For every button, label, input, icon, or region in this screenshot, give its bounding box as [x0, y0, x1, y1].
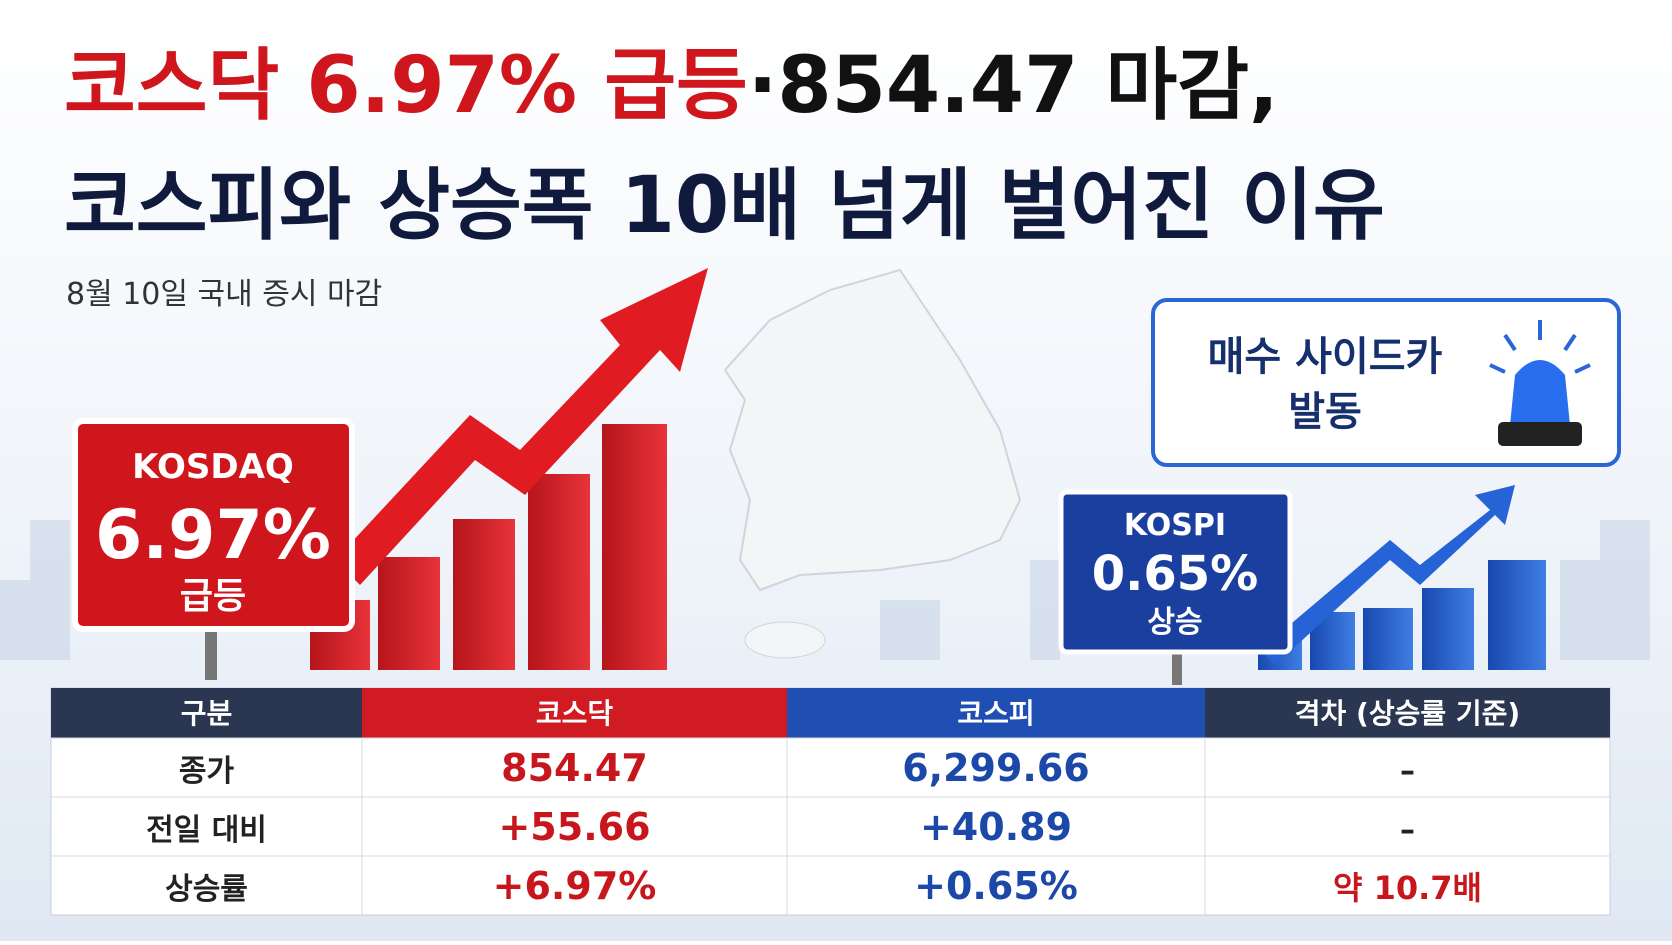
kospi-name: KOSPI [1124, 508, 1226, 543]
header-cell [787, 688, 1205, 738]
island [744, 621, 826, 659]
table-cell: +55.66 [498, 805, 650, 849]
header-text: 코스닥 [536, 697, 614, 730]
red-arrow [335, 268, 708, 585]
title-highlight: 코스닥 6.97% 급등 [64, 41, 748, 131]
table-cell: 종가 [179, 754, 235, 789]
table-cell: 854.47 [501, 746, 648, 790]
kosdaq-sign [72, 418, 355, 632]
header-cell [1205, 688, 1610, 738]
kospi-post [1172, 640, 1182, 685]
kospi-change: 0.65% [1092, 546, 1259, 602]
blue-arrow [1260, 485, 1515, 665]
blue-bars [1258, 560, 1546, 670]
kosdaq-post [205, 625, 217, 680]
kosdaq-label: 급등 [180, 576, 246, 617]
callout-line: 발동 [1288, 389, 1362, 435]
header-text: 코스피 [957, 697, 1034, 730]
red-bars [310, 424, 667, 670]
title-rest: ·854.47 마감, [748, 41, 1279, 131]
kospi-label: 상승 [1147, 605, 1202, 640]
header-text: 격차 (상승률 기준) [1295, 697, 1520, 730]
table-cell: 6,299.66 [902, 746, 1090, 790]
header-cell [51, 688, 362, 738]
kosdaq-change: 6.97% [95, 496, 331, 575]
table-cell: 전일 대비 [146, 813, 267, 848]
table-cell: – [1400, 813, 1415, 848]
callout-line: 매수 사이드카 [1208, 334, 1443, 380]
table-cell: – [1400, 754, 1415, 789]
table-cell: 상승률 [165, 872, 248, 907]
subtitle: 8월 10일 국내 증시 마감 [66, 277, 382, 312]
table-cell: +40.89 [920, 805, 1072, 849]
table-cell: +0.65% [914, 864, 1078, 908]
title-line1: 코스닥 6.97% 급등·854.47 마감, [64, 41, 1279, 131]
kospi-sign [1058, 489, 1293, 655]
skyline [0, 520, 1650, 660]
siren [1489, 320, 1591, 446]
table-cell: 약 10.7배 [1333, 869, 1482, 907]
header-cell [362, 688, 787, 738]
table-cell: +6.97% [493, 864, 657, 908]
header-text: 구분 [181, 697, 233, 730]
kosdaq-name: KOSDAQ [132, 447, 294, 487]
map [723, 268, 1022, 592]
title-line2: 코스피와 상승폭 10배 넘게 벌어진 이유 [64, 161, 1385, 251]
table: 구분 코스닥 코스피 격차 (상승률 기준) 종가 854.47 6,299.66 – 전일 대… [50, 687, 1611, 916]
